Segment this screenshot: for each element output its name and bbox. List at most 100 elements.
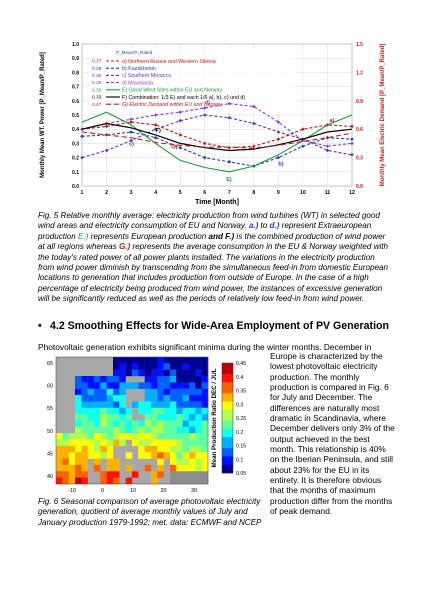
- map-cell: [176, 471, 183, 478]
- map-cell: [151, 414, 158, 421]
- map-cell: [106, 414, 114, 421]
- map-cell: [75, 420, 82, 427]
- map-cell: [151, 369, 158, 377]
- map-cell: [176, 439, 183, 446]
- legend-mean-value: 0.37: [92, 59, 102, 65]
- map-cell: [125, 433, 133, 440]
- map-cell: [75, 426, 82, 434]
- map-cell: [138, 357, 145, 364]
- colorbar-tick-label: 0.35: [236, 389, 246, 395]
- series-point: [202, 106, 207, 110]
- colorbar-segment: [222, 382, 233, 386]
- map-lon-label: 30: [191, 488, 197, 494]
- map-cell: [151, 382, 158, 389]
- map-cell: [201, 477, 209, 485]
- colorbar-segment: [222, 407, 233, 411]
- map-cell: [119, 369, 126, 377]
- map-cell: [94, 395, 101, 402]
- colorbar-segment: [222, 374, 233, 378]
- series-point: [129, 117, 133, 122]
- colorbar-frame: [221, 362, 234, 474]
- x-tick-label: 3: [130, 190, 133, 196]
- map-cell: [195, 382, 202, 389]
- map-cell: [87, 439, 95, 446]
- series-point: [178, 145, 182, 150]
- map-cell: [176, 452, 183, 459]
- map-cell: [201, 407, 209, 415]
- map-cell: [151, 357, 158, 364]
- map-cell: [56, 452, 63, 459]
- map-cell: [138, 445, 145, 453]
- map-cell: [170, 464, 177, 472]
- map-cell: [195, 426, 202, 434]
- map-cell: [125, 464, 133, 472]
- series-point: [252, 104, 256, 109]
- map-cell: [132, 426, 139, 434]
- colorbar-segment: [222, 398, 233, 402]
- map-cell: [201, 445, 209, 453]
- map-cell: [62, 464, 69, 472]
- caption5-text-5: is the combined production of wind power…: [38, 231, 386, 252]
- map-cell: [106, 433, 114, 440]
- map-lon-label: -10: [68, 488, 76, 494]
- x-tick-label: 7: [228, 190, 231, 196]
- map-cell: [75, 445, 82, 453]
- map-cell: [94, 401, 101, 408]
- map-cell: [182, 471, 190, 478]
- map-cell: [201, 433, 209, 440]
- map-cell: [75, 439, 82, 446]
- y-tick-label: 0.3: [72, 141, 79, 147]
- map-cell: [189, 433, 196, 440]
- map-cell: [94, 433, 101, 440]
- map-cell: [132, 363, 139, 370]
- map-cell: [157, 357, 164, 364]
- map-lon-label: 10: [130, 488, 136, 494]
- map-cell: [68, 464, 76, 472]
- map-cell: [144, 395, 152, 402]
- map-cell: [189, 401, 196, 408]
- colorbar-segment: [222, 393, 233, 397]
- colorbar-segment: [222, 371, 233, 375]
- map-cell: [170, 445, 177, 453]
- map-cell: [182, 458, 190, 466]
- map-cell: [68, 458, 76, 466]
- colorbar-segment: [222, 440, 233, 444]
- colorbar-segment: [222, 401, 233, 405]
- map-cell: [94, 414, 101, 421]
- map-cell: [81, 420, 88, 427]
- map-cell: [163, 401, 171, 408]
- map-cell: [163, 357, 171, 364]
- map-cell: [138, 401, 145, 408]
- colorbar-segment: [222, 470, 233, 474]
- legend-entry: a) Northern Russia and Western Siberia: [122, 59, 216, 65]
- map-cell: [113, 369, 120, 377]
- map-cell: [100, 471, 107, 478]
- map-cell: [94, 439, 101, 446]
- map-cell: [125, 426, 133, 434]
- map-cell: [81, 464, 88, 472]
- map-cell: [170, 407, 177, 415]
- map-cell: [170, 458, 177, 466]
- map-cell: [182, 363, 190, 370]
- map-cell: [176, 369, 183, 377]
- map-cell: [68, 439, 76, 446]
- map-cell: [113, 376, 120, 383]
- map-cell: [163, 420, 171, 427]
- map-cell: [189, 376, 196, 383]
- map-cell: [157, 363, 164, 370]
- map-cell: [119, 426, 126, 434]
- map-cell: [125, 414, 133, 421]
- series-line-2: [81, 131, 353, 167]
- map-cell: [195, 401, 202, 408]
- y2-tick-label: 0.3: [356, 156, 363, 162]
- map-cell: [189, 369, 196, 377]
- map-cell: [106, 452, 114, 459]
- map-cell: [75, 477, 82, 485]
- map-cell: [189, 388, 196, 396]
- map-cell: [163, 407, 171, 415]
- map-cell: [138, 420, 145, 427]
- map-cell: [87, 382, 95, 389]
- map-lat-label: 60: [47, 384, 53, 390]
- map-cell: [81, 471, 88, 478]
- map-cell: [189, 445, 196, 453]
